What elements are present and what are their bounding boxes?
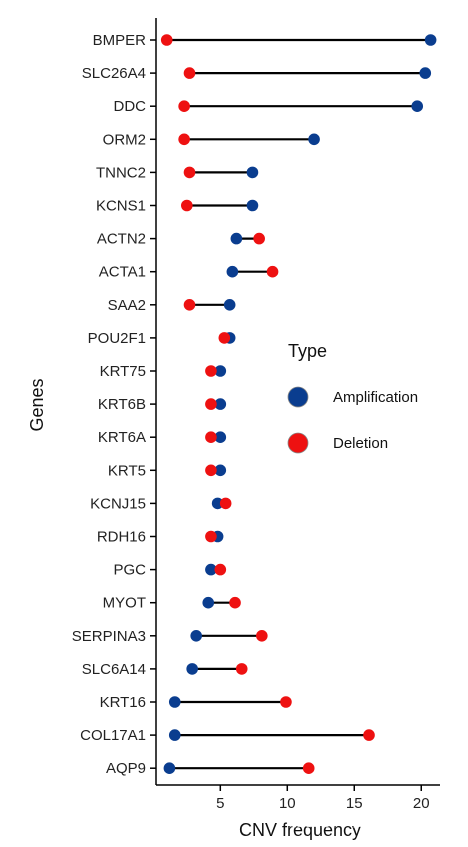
amplification-point	[211, 497, 224, 510]
gene-label: RDH16	[97, 529, 146, 546]
y-axis-title: Genes	[27, 378, 47, 431]
amplification-point	[226, 265, 239, 278]
amplification-point	[168, 696, 181, 708]
deletion-point	[256, 630, 268, 642]
x-tick-label: 15	[346, 795, 363, 812]
amplification-point	[246, 199, 259, 212]
deletion-point	[205, 398, 217, 410]
x-axis-title: CNV frequency	[239, 820, 361, 840]
x-tick-label: 20	[413, 795, 430, 812]
amplification-point	[186, 663, 198, 675]
amplification-point	[214, 464, 227, 477]
gene-label: KRT5	[108, 462, 146, 479]
legend-amplification-label: Amplification	[333, 389, 418, 406]
amplification-point	[230, 232, 243, 245]
gene-label: ACTN2	[97, 231, 146, 248]
legend-deletion-label: Deletion	[333, 435, 388, 452]
amplification-point	[424, 34, 437, 46]
amplification-point	[205, 563, 217, 576]
amplification-point	[223, 299, 236, 311]
amplification-point	[246, 166, 259, 179]
plot-area: 5 10 15 20 BMPER SLC26A4 DDC ORM2 TNNC2 KCNS1 ACTN…	[72, 32, 437, 812]
x-tick-label: 10	[279, 795, 296, 812]
deletion-point	[205, 530, 217, 543]
legend: Type Amplification Deletion	[287, 341, 418, 454]
deletion-point	[253, 232, 265, 245]
watermark: 掘金技术社区 @ 微生信	[290, 812, 450, 830]
gene-label: SAA2	[108, 297, 146, 314]
amplification-point	[419, 67, 432, 79]
amplification-point	[190, 630, 202, 642]
gene-label: ORM2	[103, 131, 146, 148]
deletion-point	[178, 100, 190, 112]
deletion-point	[183, 299, 196, 311]
gene-label: SLC6A14	[82, 661, 146, 678]
deletion-point	[183, 166, 196, 179]
gene-label: SERPINA3	[72, 628, 146, 645]
x-tick-label: 5	[216, 795, 224, 812]
legend-amplification-marker	[287, 386, 309, 408]
gene-label: ACTA1	[99, 264, 146, 281]
amplification-point	[202, 596, 215, 609]
amplification-point	[214, 365, 227, 377]
gene-label: KCNJ15	[90, 495, 146, 512]
gene-label: COL17A1	[80, 727, 146, 744]
deletion-point	[218, 332, 231, 344]
gene-label: KRT6B	[98, 396, 146, 413]
gene-label: KCNS1	[96, 198, 146, 215]
gene-label: BMPER	[93, 32, 147, 49]
deletion-point	[214, 563, 227, 576]
amplification-point	[411, 100, 424, 112]
deletion-point	[266, 265, 279, 278]
gene-label: SLC26A4	[82, 65, 146, 82]
deletion-point	[363, 729, 375, 741]
gene-label: TNNC2	[96, 164, 146, 181]
amplification-point	[163, 762, 176, 774]
deletion-point	[205, 431, 217, 444]
gene-label: POU2F1	[88, 330, 146, 347]
deletion-point	[178, 133, 190, 146]
amplification-point	[214, 398, 227, 410]
legend-title: Type	[288, 341, 327, 361]
deletion-point	[235, 663, 248, 675]
gene-label: KRT75	[100, 363, 146, 380]
deletion-point	[205, 365, 217, 377]
gene-label: KRT16	[100, 694, 146, 711]
gene-label: MYOT	[103, 595, 146, 612]
gene-label: PGC	[113, 562, 146, 579]
deletion-point	[160, 34, 173, 46]
deletion-point	[183, 67, 196, 79]
gene-label: AQP9	[106, 760, 146, 777]
deletion-point	[302, 762, 315, 774]
legend-deletion-marker	[287, 432, 309, 454]
amplification-point	[214, 431, 227, 444]
deletion-point	[280, 696, 292, 708]
gene-label: DDC	[114, 98, 147, 115]
deletion-point	[205, 464, 217, 477]
amplification-point	[168, 729, 181, 741]
amplification-point	[308, 133, 320, 146]
deletion-point	[219, 497, 232, 510]
deletion-point	[229, 596, 241, 609]
gene-label: KRT6A	[98, 429, 146, 446]
deletion-point	[181, 199, 193, 212]
